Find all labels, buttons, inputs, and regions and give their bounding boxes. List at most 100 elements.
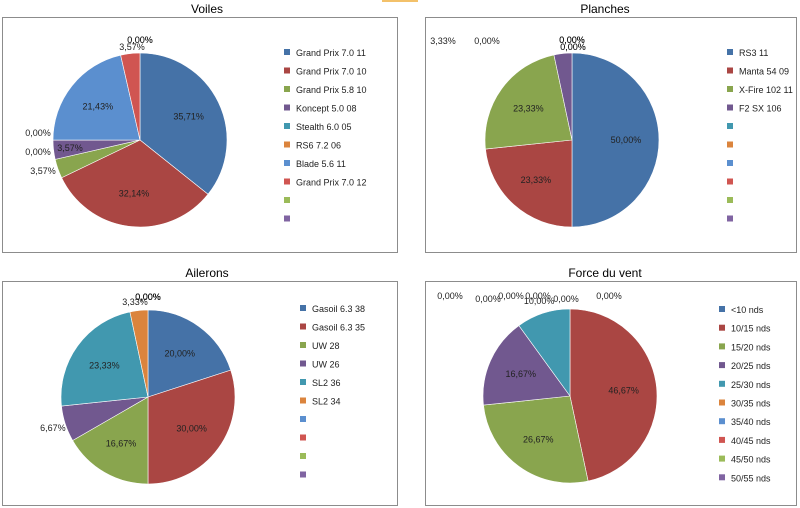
legend-swatch-planches-2	[727, 86, 733, 92]
data-label-planches-2: 23,33%	[513, 103, 544, 113]
pie-slice-planches-1	[485, 139, 573, 228]
data-label-planches-1: 23,33%	[521, 175, 552, 185]
legend-swatch-planches-7	[727, 178, 733, 185]
legend-label-force-du-vent-3: 20/25 nds	[731, 361, 771, 371]
data-label-force-du-vent-1: 46,67%	[608, 385, 639, 395]
legend-swatch-force-du-vent-1	[719, 324, 725, 331]
pie-slice-voiles-7	[120, 52, 141, 141]
data-label-ailerons-7: 0,00%	[135, 292, 161, 302]
legend-swatch-voiles-5	[284, 141, 290, 148]
legend-label-ailerons-4: SL2 36	[312, 378, 341, 388]
legend-label-voiles-0: Grand Prix 7.0 11	[296, 48, 366, 58]
legend-swatch-ailerons-2	[300, 342, 306, 348]
legend-swatch-ailerons-8	[300, 453, 306, 459]
legend-swatch-voiles-1	[284, 67, 290, 74]
data-label-ailerons-3: 6,67%	[40, 423, 66, 433]
legend-label-force-du-vent-6: 35/40 nds	[731, 417, 771, 427]
legend-label-ailerons-1: Gasoil 6.3 35	[312, 323, 365, 333]
pie-slice-planches-3	[553, 52, 573, 141]
pie-slice-force-du-vent-2	[483, 395, 589, 484]
legend-swatch-planches-1	[727, 67, 733, 74]
data-label-force-du-vent-0: 0,00%	[437, 291, 463, 301]
data-label-ailerons-2: 16,67%	[106, 439, 137, 449]
legend-swatch-force-du-vent-5	[719, 399, 725, 406]
legend-label-planches-0: RS3 11	[739, 48, 768, 58]
pie-slice-ailerons-0	[147, 309, 232, 398]
data-label-ailerons-5: 3,33%	[122, 297, 148, 307]
data-label-planches-9: 0,00%	[559, 35, 585, 45]
pie-slice-planches-2	[484, 54, 573, 150]
legend-swatch-planches-8	[727, 197, 733, 203]
legend-label-force-du-vent-0: <10 nds	[731, 305, 764, 315]
legend-swatch-planches-9	[727, 215, 733, 222]
legend-label-ailerons-2: UW 28	[312, 341, 340, 351]
legend-swatch-ailerons-1	[300, 323, 306, 330]
legend-label-force-du-vent-2: 15/20 nds	[731, 342, 771, 352]
legend-swatch-ailerons-5	[300, 397, 306, 404]
legend-label-voiles-4: Stealth 6.0 05	[296, 122, 352, 132]
legend-label-voiles-1: Grand Prix 7.0 10	[296, 67, 367, 77]
legend-swatch-ailerons-6	[300, 416, 306, 422]
data-label-ailerons-9: 0,00%	[135, 292, 161, 302]
data-label-ailerons-8: 0,00%	[135, 292, 161, 302]
pie-slice-ailerons-5	[129, 309, 149, 398]
legend-label-planches-3: F2 SX 106	[739, 104, 782, 114]
legend-label-force-du-vent-9: 50/55 nds	[731, 473, 771, 483]
legend-label-voiles-5: RS6 7.2 06	[296, 141, 341, 151]
data-label-ailerons-1: 30,00%	[176, 424, 207, 434]
legend-swatch-force-du-vent-0	[719, 306, 725, 312]
data-label-planches-6: 0,00%	[560, 42, 586, 52]
legend-label-ailerons-0: Gasoil 6.3 38	[312, 304, 365, 314]
data-label-planches-0: 50,00%	[611, 135, 642, 145]
legend-swatch-ailerons-4	[300, 379, 306, 385]
legend-label-voiles-2: Grand Prix 5.8 10	[296, 85, 367, 95]
data-label-voiles-5: 0,00%	[25, 147, 51, 157]
legend-swatch-ailerons-3	[300, 360, 306, 367]
pie-slice-ailerons-2	[72, 396, 149, 485]
pie-slice-ailerons-4	[60, 311, 149, 407]
legend-swatch-ailerons-9	[300, 471, 306, 478]
legend-label-ailerons-5: SL2 34	[312, 397, 341, 407]
data-label-voiles-9: 0,00%	[127, 35, 153, 45]
legend-swatch-voiles-0	[284, 49, 290, 55]
pie-slice-force-du-vent-1	[569, 308, 658, 482]
pie-slice-planches-0	[571, 52, 660, 228]
legend-label-voiles-3: Koncept 5.0 08	[296, 104, 357, 114]
data-label-voiles-7: 3,57%	[119, 42, 145, 52]
legend-label-force-du-vent-5: 30/35 nds	[731, 399, 771, 409]
data-label-force-du-vent-6: 0,00%	[498, 291, 524, 301]
chart-title-voiles: Voiles	[190, 2, 224, 16]
data-label-voiles-4: 0,00%	[25, 128, 51, 138]
data-label-planches-8: 0,00%	[559, 35, 585, 45]
data-label-ailerons-4: 23,33%	[89, 360, 120, 370]
data-label-planches-4: 0,00%	[474, 36, 500, 46]
legend-swatch-voiles-4	[284, 123, 290, 129]
legend-swatch-planches-5	[727, 141, 733, 148]
legend-label-ailerons-3: UW 26	[312, 360, 340, 370]
legend-swatch-voiles-9	[284, 215, 290, 222]
legend-swatch-planches-6	[727, 160, 733, 166]
data-label-ailerons-6: 0,00%	[135, 292, 161, 302]
pie-slice-voiles-6	[52, 54, 141, 141]
legend-swatch-voiles-3	[284, 104, 290, 111]
pie-slice-voiles-0	[139, 52, 228, 195]
data-label-planches-7: 0,00%	[559, 35, 585, 45]
pie-slice-force-du-vent-3	[482, 325, 571, 406]
legend-swatch-force-du-vent-3	[719, 362, 725, 369]
legend-swatch-force-du-vent-4	[719, 380, 725, 387]
data-label-voiles-1: 32,14%	[119, 189, 150, 199]
data-label-planches-3: 3,33%	[430, 36, 456, 46]
pie-slice-voiles-1	[61, 139, 209, 228]
data-label-force-du-vent-2: 26,67%	[523, 435, 554, 445]
legend-swatch-planches-3	[727, 104, 733, 111]
legend-label-voiles-7: Grand Prix 7.0 12	[296, 178, 367, 188]
data-label-voiles-2: 3,57%	[30, 166, 56, 176]
legend-swatch-voiles-6	[284, 160, 290, 166]
pie-slice-force-du-vent-4	[518, 308, 571, 397]
legend-swatch-force-du-vent-2	[719, 343, 725, 350]
pie-slice-ailerons-1	[147, 369, 236, 485]
legend-label-force-du-vent-8: 45/50 nds	[731, 455, 771, 465]
legend-label-planches-2: X-Fire 102 11	[739, 85, 793, 95]
legend-label-force-du-vent-1: 10/15 nds	[731, 324, 771, 334]
